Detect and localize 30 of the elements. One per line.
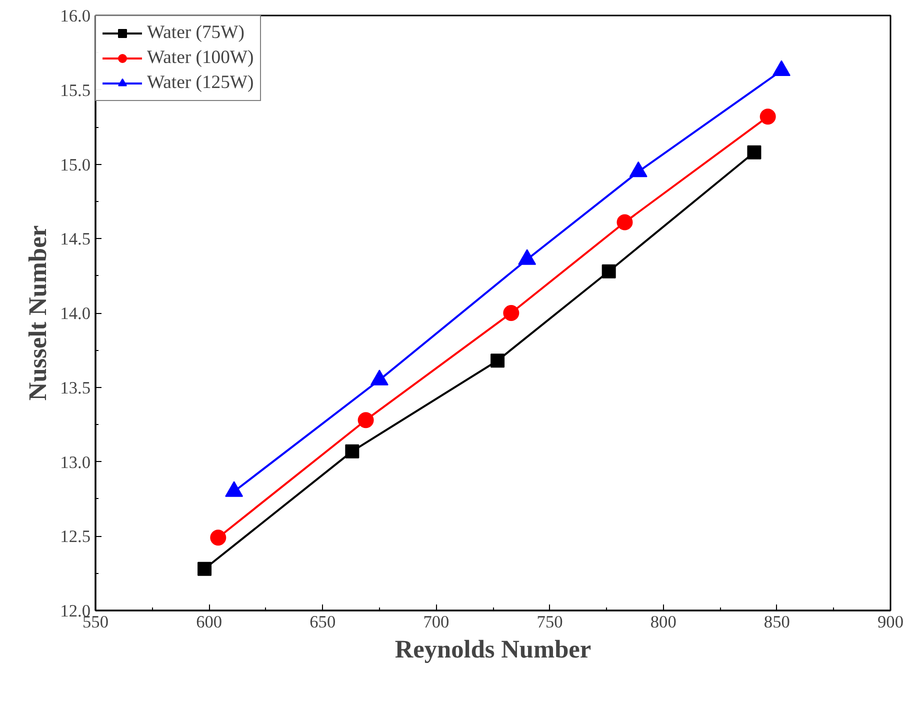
x-tick-label: 700: [423, 612, 450, 632]
x-tick-label: 600: [196, 612, 222, 632]
point: [602, 264, 616, 278]
y-tick-label: 15.0: [60, 155, 91, 174]
legend-label: Water (100W): [147, 47, 254, 69]
y-tick-label: 13.0: [60, 452, 91, 472]
point: [747, 145, 762, 160]
x-tick-label: 850: [764, 612, 790, 632]
y-tick-label: 13.5: [60, 378, 91, 398]
y-tick-label: 16.0: [60, 6, 91, 26]
y-tick-label: 14.5: [60, 230, 91, 249]
legend-label: Water (125W): [147, 72, 254, 94]
x-tick-label: 750: [536, 612, 563, 632]
point: [198, 562, 212, 576]
point: [358, 412, 374, 428]
point: [760, 108, 776, 125]
point: [210, 530, 226, 546]
x-tick-label: 800: [650, 612, 676, 632]
point: [616, 214, 633, 230]
point: [503, 305, 520, 321]
y-tick-label: 14.0: [60, 304, 91, 323]
x-tick-label: 900: [878, 612, 904, 632]
y-axis-title: Nusselt Number: [24, 225, 52, 401]
x-tick-label: 650: [310, 612, 336, 632]
point: [345, 444, 360, 458]
x-axis-title: Reynolds Number: [394, 636, 592, 664]
legend-label: Water (75W): [147, 22, 244, 44]
y-tick-label: 15.5: [60, 80, 91, 100]
point: [490, 354, 505, 368]
y-tick-label: 12.5: [60, 527, 91, 546]
